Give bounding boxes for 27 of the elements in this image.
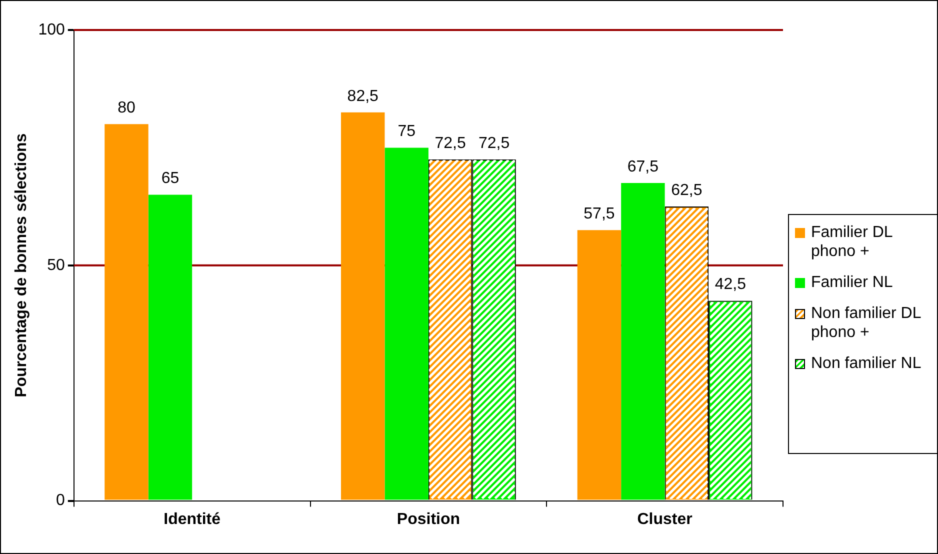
data-label: 67,5: [627, 158, 659, 176]
x-tick-label: Position: [396, 510, 460, 528]
data-label: 75: [398, 123, 416, 140]
bar: [340, 112, 385, 500]
legend-label: Familier NL: [811, 273, 893, 292]
x-tick-label: Identité: [164, 510, 221, 528]
legend-label: Non familier NL: [811, 354, 922, 373]
bar: [104, 124, 148, 500]
data-label: 42,5: [714, 276, 746, 294]
bar: [577, 230, 622, 500]
y-tick-label: 100: [38, 21, 65, 38]
data-label: 72,5: [434, 134, 466, 152]
x-tick-label: Cluster: [637, 510, 692, 528]
legend-label: Non familier DL phono +: [811, 304, 922, 342]
legend-label: Familier DL phono +: [811, 223, 894, 261]
bar: [384, 148, 428, 500]
data-label: 57,5: [584, 205, 615, 222]
data-label: 72,5: [478, 134, 510, 152]
y-axis-title: Pourcentage de bonnes sélections: [13, 133, 30, 398]
data-label: 62,5: [671, 182, 702, 199]
data-label: 65: [161, 170, 180, 188]
y-tick-label: 50: [47, 256, 65, 274]
data-label: 80: [118, 100, 136, 117]
y-tick-label: 0: [56, 492, 65, 510]
data-label: 82,5: [347, 88, 379, 105]
bar: [148, 194, 192, 500]
bar: [621, 183, 665, 500]
